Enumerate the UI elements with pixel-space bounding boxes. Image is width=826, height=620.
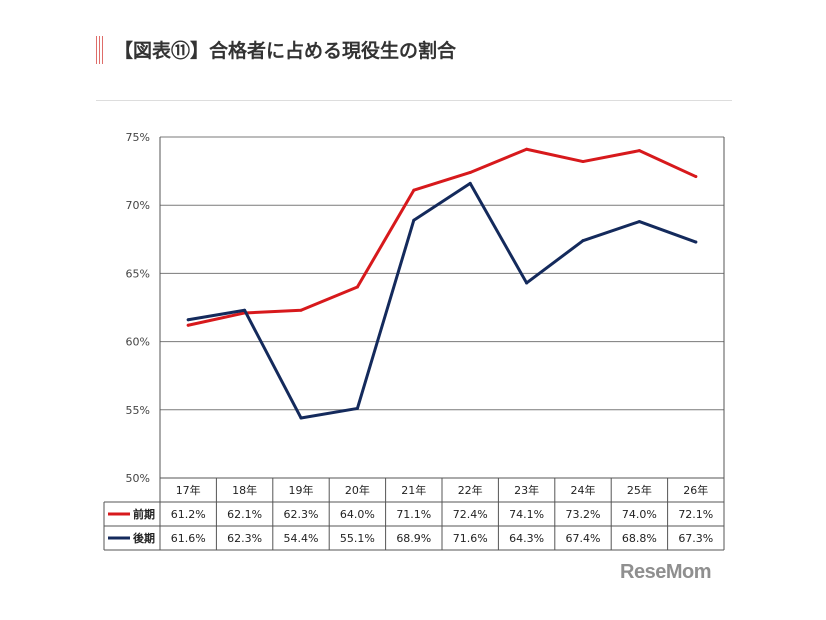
data-point [412, 218, 416, 222]
data-point [694, 175, 698, 179]
y-tick-label: 75% [126, 131, 150, 144]
table-value: 61.6% [171, 532, 206, 545]
x-tick-label: 26年 [683, 483, 708, 497]
data-point [243, 308, 247, 312]
table-value: 54.4% [284, 532, 319, 545]
title-decoration [96, 36, 105, 64]
table-value: 64.3% [509, 532, 544, 545]
series-line-1 [186, 147, 698, 327]
data-point [525, 281, 529, 285]
x-tick-label: 25年 [627, 483, 652, 497]
x-tick-label: 24年 [571, 483, 596, 497]
table-value: 68.9% [396, 532, 431, 545]
x-tick-label: 21年 [401, 483, 426, 497]
series-line-2 [186, 181, 698, 420]
table-value: 55.1% [340, 532, 375, 545]
table-value: 71.6% [453, 532, 488, 545]
chart-title: 【図表⑪】合格者に占める現役生の割合 [114, 40, 457, 62]
data-point [637, 149, 641, 153]
table-value: 72.4% [453, 508, 488, 521]
table-value: 67.3% [678, 532, 713, 545]
y-tick-label: 70% [126, 199, 150, 212]
table-value: 62.3% [227, 532, 262, 545]
x-tick-label: 20年 [345, 483, 370, 497]
x-tick-label: 19年 [289, 483, 314, 497]
data-point [355, 285, 359, 289]
table-value: 62.3% [284, 508, 319, 521]
data-point [468, 170, 472, 174]
data-point [581, 160, 585, 164]
legend-label-2: 後期 [133, 531, 155, 545]
data-point [694, 240, 698, 244]
table-value: 71.1% [396, 508, 431, 521]
table-value: 62.1% [227, 508, 262, 521]
y-tick-label: 65% [126, 267, 150, 280]
data-point [637, 220, 641, 224]
table-value: 68.8% [622, 532, 657, 545]
table-value: 72.1% [678, 508, 713, 521]
x-tick-label: 22年 [458, 483, 483, 497]
x-tick-label: 18年 [232, 483, 257, 497]
legend-label-1: 前期 [133, 507, 155, 521]
table-value: 74.0% [622, 508, 657, 521]
y-tick-label: 60% [126, 336, 150, 349]
data-point [299, 416, 303, 420]
data-point [468, 181, 472, 185]
data-point [412, 188, 416, 192]
data-point [581, 239, 585, 243]
data-point [186, 318, 190, 322]
title-bar: 【図表⑪】合格者に占める現役生の割合 [96, 34, 736, 68]
data-point [525, 147, 529, 151]
data-point [355, 406, 359, 410]
x-tick-label: 17年 [176, 483, 201, 497]
title-divider [96, 100, 732, 101]
y-tick-label: 50% [126, 472, 150, 485]
table-value: 67.4% [566, 532, 601, 545]
x-tick-label: 23年 [514, 483, 539, 497]
y-tick-label: 55% [126, 404, 150, 417]
data-point [186, 323, 190, 327]
table-value: 74.1% [509, 508, 544, 521]
table-value: 61.2% [171, 508, 206, 521]
table-value: 73.2% [566, 508, 601, 521]
table-value: 64.0% [340, 508, 375, 521]
resemom-logo: ReseMom [620, 561, 711, 583]
data-point [299, 308, 303, 312]
